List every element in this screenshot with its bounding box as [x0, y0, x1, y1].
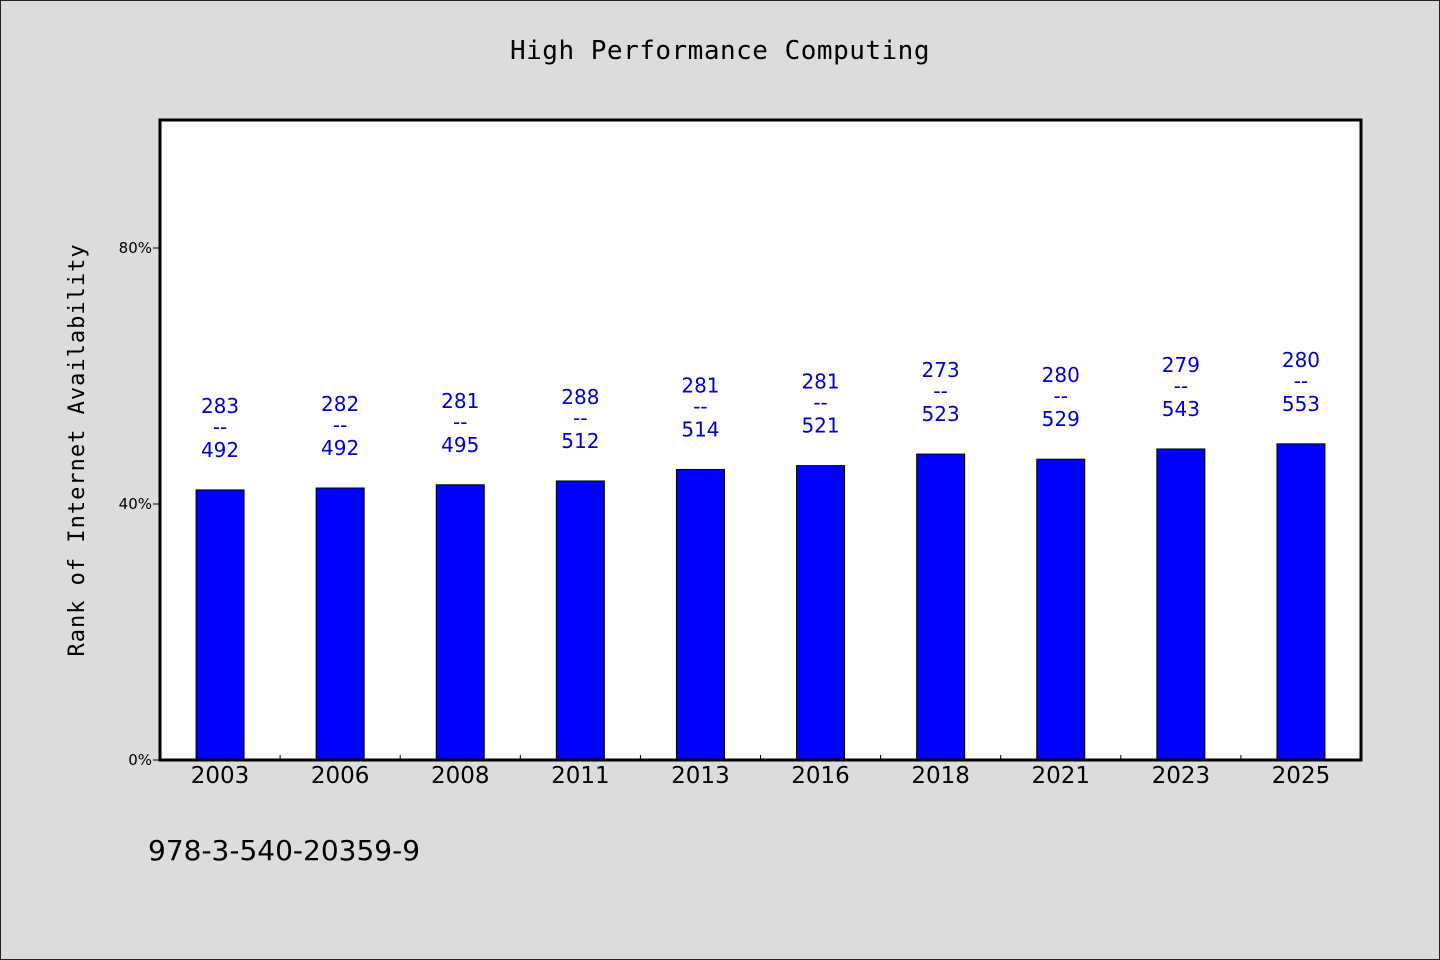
data-label-bottom: 543 — [1162, 397, 1200, 421]
data-label-separator: -- — [333, 413, 347, 437]
data-label-bottom: 495 — [441, 433, 479, 457]
x-tick-label: 2023 — [1152, 763, 1211, 789]
data-label-top: 281 — [801, 370, 839, 394]
bar — [675, 468, 725, 761]
bar — [1276, 443, 1326, 761]
x-tick-label: 2003 — [191, 763, 250, 789]
data-label-bottom: 512 — [561, 429, 599, 453]
x-tick-label: 2006 — [311, 763, 370, 789]
data-label-top: 283 — [201, 394, 239, 418]
data-label-separator: -- — [573, 406, 587, 430]
data-label-bottom: 523 — [922, 402, 960, 426]
data-label-bottom: 521 — [801, 414, 839, 438]
bar — [796, 465, 846, 761]
data-label-separator: -- — [933, 379, 947, 403]
plot-border — [158, 118, 1363, 762]
data-label-bottom: 553 — [1282, 392, 1320, 416]
bar — [1156, 448, 1206, 761]
x-tick-label: 2021 — [1031, 763, 1090, 789]
data-label-separator: -- — [1054, 384, 1068, 408]
x-tick-label: 2008 — [431, 763, 490, 789]
data-label-top: 273 — [922, 358, 960, 382]
data-label-separator: -- — [1294, 369, 1308, 393]
bar — [555, 480, 605, 761]
data-label-top: 281 — [681, 373, 719, 397]
chart-title: High Performance Computing — [510, 36, 930, 66]
bar — [916, 453, 966, 761]
data-label-separator: -- — [693, 394, 707, 418]
data-label-top: 281 — [441, 389, 479, 413]
data-label-top: 282 — [321, 392, 359, 416]
bar — [1036, 458, 1086, 761]
data-label-top: 280 — [1282, 348, 1320, 372]
data-label-bottom: 492 — [201, 438, 239, 462]
x-tick-label: 2013 — [671, 763, 730, 789]
data-label-separator: -- — [813, 391, 827, 415]
data-label-top: 280 — [1042, 363, 1080, 387]
bar — [315, 487, 365, 761]
y-tick-label: 40% — [119, 495, 152, 513]
data-label-bottom: 492 — [321, 436, 359, 460]
data-label-top: 288 — [561, 385, 599, 409]
data-label-separator: -- — [453, 410, 467, 434]
isbn-code: 978-3-540-20359-9 — [148, 834, 421, 867]
bar — [435, 484, 485, 761]
data-label-bottom: 514 — [681, 417, 719, 441]
x-tick-label: 2018 — [911, 763, 970, 789]
data-label-bottom: 529 — [1042, 407, 1080, 431]
y-tick-label: 0% — [128, 751, 152, 769]
data-label-separator: -- — [213, 415, 227, 439]
y-axis-label: Rank of Internet Availability — [65, 243, 90, 656]
bar — [195, 489, 245, 761]
x-tick-label: 2011 — [551, 763, 610, 789]
data-label-separator: -- — [1174, 374, 1188, 398]
x-tick-label: 2016 — [791, 763, 850, 789]
x-tick-label: 2025 — [1272, 763, 1331, 789]
data-label-top: 279 — [1162, 353, 1200, 377]
y-tick-label: 80% — [119, 239, 152, 257]
